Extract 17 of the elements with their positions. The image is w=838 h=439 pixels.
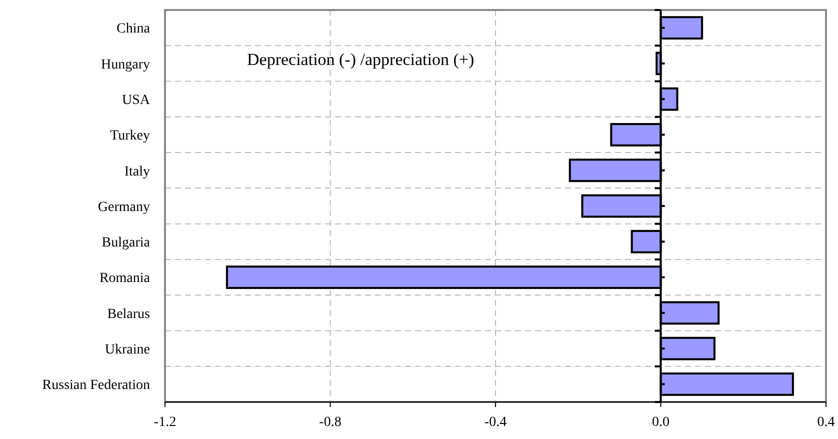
annotation: Depreciation (-) /appreciation (+) bbox=[247, 50, 474, 69]
y-tick-label: Bulgaria bbox=[102, 236, 151, 251]
y-tick-label: Hungary bbox=[101, 57, 150, 72]
y-tick-label: Turkey bbox=[110, 128, 150, 144]
y-tick-label: Germany bbox=[98, 200, 150, 215]
x-tick-label: -1.2 bbox=[154, 415, 176, 430]
y-tick-label: China bbox=[116, 22, 151, 37]
x-tick-label: 0.0 bbox=[652, 415, 670, 430]
y-tick-label: Romania bbox=[99, 271, 151, 286]
y-tick-label: Italy bbox=[124, 164, 150, 180]
y-tick-label: USA bbox=[122, 92, 151, 108]
y-tick-label: Russian Federation bbox=[42, 378, 150, 394]
y-tick-label: Ukraine bbox=[104, 342, 150, 358]
x-tick-label: 0.4 bbox=[817, 415, 835, 430]
x-tick-label: -0.4 bbox=[484, 415, 507, 430]
x-tick-label: -0.8 bbox=[319, 415, 342, 430]
y-tick-label: Belarus bbox=[107, 306, 150, 322]
